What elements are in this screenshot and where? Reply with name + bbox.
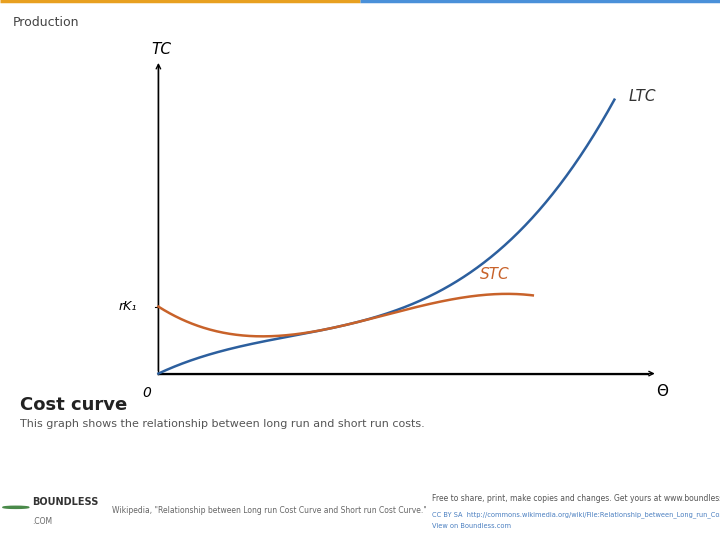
Text: STC: STC xyxy=(480,267,509,282)
Text: Cost curve: Cost curve xyxy=(20,396,127,414)
Text: Free to share, print, make copies and changes. Get yours at www.boundless.com: Free to share, print, make copies and ch… xyxy=(432,494,720,503)
Text: Θ: Θ xyxy=(657,384,668,399)
Text: Production: Production xyxy=(13,16,79,29)
Text: rK₁: rK₁ xyxy=(118,300,137,313)
Text: CC BY SA  http://commons.wikimedia.org/wiki/File:Relationship_between_Long_run_C: CC BY SA http://commons.wikimedia.org/wi… xyxy=(432,511,720,518)
Text: BOUNDLESS: BOUNDLESS xyxy=(32,497,99,507)
Circle shape xyxy=(3,507,29,508)
Text: 0: 0 xyxy=(142,386,150,400)
Text: This graph shows the relationship between long run and short run costs.: This graph shows the relationship betwee… xyxy=(20,418,425,429)
Text: TC: TC xyxy=(151,42,171,57)
Text: .COM: .COM xyxy=(32,517,53,526)
Text: View on Boundless.com: View on Boundless.com xyxy=(432,523,511,529)
Text: LTC: LTC xyxy=(629,89,657,104)
Text: Wikipedia, "Relationship between Long run Cost Curve and Short run Cost Curve.": Wikipedia, "Relationship between Long ru… xyxy=(112,506,426,515)
